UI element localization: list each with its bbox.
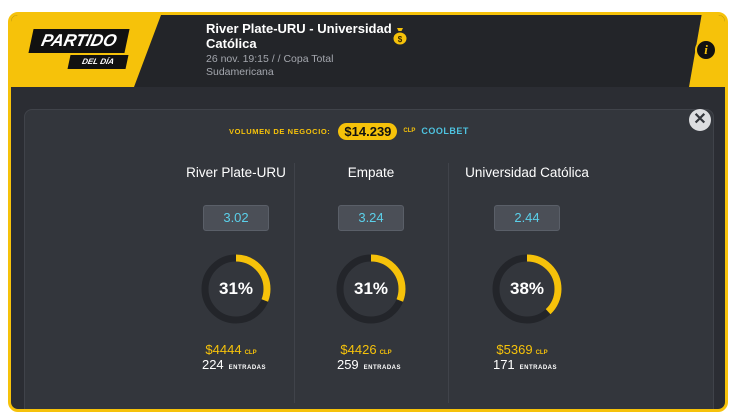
amount-row: $5369 CLP	[452, 342, 602, 357]
percentage-label: 31%	[353, 279, 389, 298]
ring-fill	[201, 254, 271, 324]
outcome-name: River Plate-URU	[186, 165, 286, 180]
bet-amount: $4444	[205, 342, 242, 357]
percentage-ring: 31%	[333, 251, 409, 327]
percentage-ring: 31%	[198, 251, 274, 327]
svg-text:$: $	[398, 35, 403, 44]
outcome-home: River Plate-URU 3.02 31% $4444 CLP 224 E…	[161, 165, 311, 372]
odds-button[interactable]: 3.02	[203, 205, 269, 231]
widget-header: PARTIDO DEL DÍA River Plate-URU - Univer…	[11, 15, 725, 87]
match-meta: 26 nov. 19:15 / / Copa Total Sudamerican…	[206, 53, 334, 78]
volume-value: $14.239	[338, 122, 398, 140]
info-icon[interactable]: i	[695, 39, 717, 61]
entries-label: ENTRADAS	[228, 365, 267, 371]
badge-subtitle: DEL DÍA	[67, 55, 129, 69]
outcome-draw: Empate 3.24 31% $4426 CLP 259 ENTRADAS	[296, 165, 446, 372]
ring-fill	[492, 254, 562, 324]
column-divider	[448, 163, 449, 403]
close-icon[interactable]: ✕	[689, 109, 711, 131]
ring-fill	[336, 254, 406, 324]
percentage-ring: 38%	[489, 251, 565, 327]
outcome-away: Universidad Católica 2.44 38% $5369 CLP …	[452, 165, 602, 372]
percentage-label: 31%	[218, 279, 254, 298]
match-of-the-day-badge: PARTIDO DEL DÍA	[11, 15, 161, 87]
bet-currency: CLP	[379, 350, 392, 356]
volume-currency: CLP	[403, 128, 416, 134]
brand-logo: COOLBET	[421, 126, 469, 136]
business-volume: VOLUMEN DE NEGOCIO: $14.239 CLP COOLBET	[229, 121, 469, 141]
odds-button[interactable]: 2.44	[494, 205, 560, 231]
outcome-name: Universidad Católica	[465, 165, 589, 180]
match-of-the-day-widget: PARTIDO DEL DÍA River Plate-URU - Univer…	[8, 12, 728, 412]
percentage-label: 38%	[509, 279, 545, 298]
entries-count: 224	[201, 357, 224, 372]
amount-row: $4426 CLP	[296, 342, 446, 357]
entries-row: 171 ENTRADAS	[452, 357, 602, 372]
outcome-name: Empate	[347, 165, 395, 180]
entries-row: 224 ENTRADAS	[161, 357, 311, 372]
entries-label: ENTRADAS	[519, 365, 558, 371]
odds-button[interactable]: 3.24	[338, 205, 404, 231]
percentage-ring-chart	[201, 254, 271, 324]
bet-currency: CLP	[244, 350, 257, 356]
bet-currency: CLP	[535, 350, 548, 356]
bet-amount: $5369	[496, 342, 533, 357]
amount-row: $4444 CLP	[161, 342, 311, 357]
match-title[interactable]: River Plate-URU - Universidad Católica	[206, 21, 392, 51]
column-divider	[294, 163, 295, 403]
badge-title: PARTIDO	[28, 29, 130, 53]
entries-count: 171	[492, 357, 515, 372]
bet-amount: $4426	[340, 342, 377, 357]
entries-label: ENTRADAS	[363, 365, 402, 371]
entries-row: 259 ENTRADAS	[296, 357, 446, 372]
percentage-ring-chart	[336, 254, 406, 324]
volume-label: VOLUMEN DE NEGOCIO:	[229, 126, 331, 136]
money-bag-icon: $	[393, 28, 407, 45]
percentage-ring-chart	[492, 254, 562, 324]
entries-count: 259	[336, 357, 359, 372]
